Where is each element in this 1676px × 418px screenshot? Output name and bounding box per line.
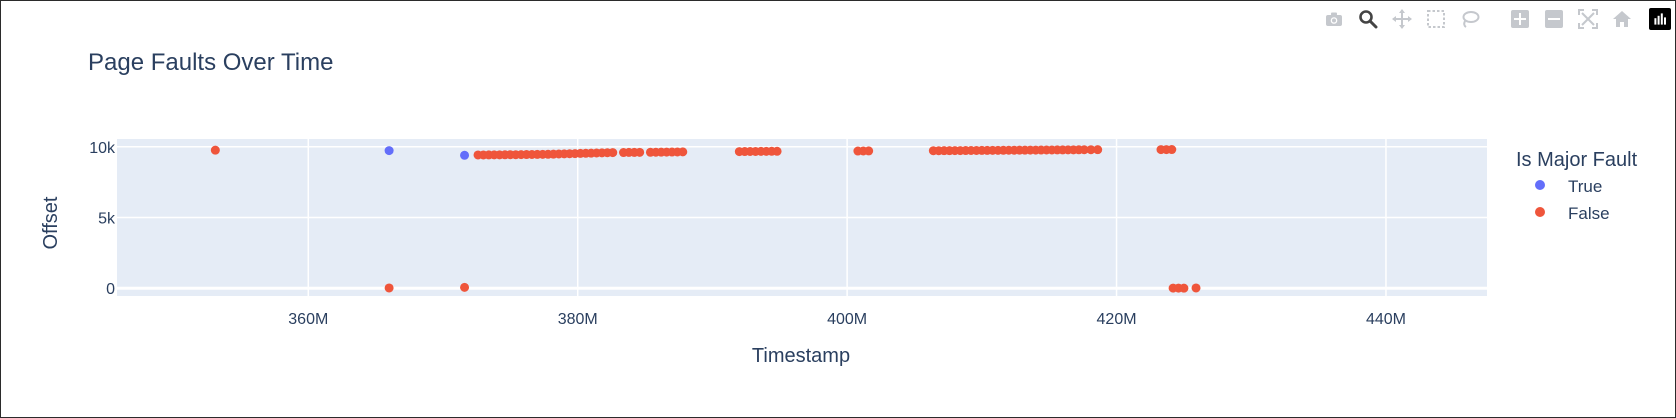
data-point-false[interactable] [460, 282, 470, 292]
legend-marker-false [1535, 207, 1545, 217]
x-tick-label: 440M [1366, 311, 1406, 328]
legend: Is Major Fault True False [1516, 149, 1638, 223]
plotly-logo-icon[interactable] [1649, 8, 1671, 30]
legend-label-true: True [1568, 177, 1602, 196]
legend-marker-true [1535, 180, 1545, 190]
zoom-out-icon[interactable] [1539, 7, 1569, 31]
data-point-false[interactable] [635, 147, 645, 157]
data-point-false[interactable] [1191, 283, 1201, 293]
data-point-false[interactable] [1086, 145, 1096, 155]
y-tick-labels: 0 5k 10k [89, 140, 116, 298]
autoscale-icon[interactable] [1573, 7, 1603, 31]
data-point-false[interactable] [678, 147, 688, 157]
chart-title: Page Faults Over Time [88, 49, 333, 76]
data-points[interactable] [210, 145, 1201, 293]
box-select-icon[interactable] [1421, 7, 1451, 31]
data-point-false[interactable] [608, 148, 618, 158]
grid-layer [117, 139, 1487, 296]
data-point-false[interactable] [1093, 145, 1103, 155]
x-tick-label: 420M [1097, 311, 1137, 328]
legend-title: Is Major Fault [1516, 149, 1638, 171]
zoom-icon[interactable] [1353, 7, 1383, 31]
data-point-false[interactable] [210, 145, 220, 155]
y-axis-title: Offset [40, 196, 62, 249]
x-tick-label: 380M [558, 311, 598, 328]
pan-icon[interactable] [1387, 7, 1417, 31]
y-tick-label: 0 [106, 281, 115, 298]
legend-label-false: False [1568, 204, 1610, 223]
camera-icon[interactable] [1319, 7, 1349, 31]
lasso-select-icon[interactable] [1455, 7, 1485, 31]
data-point-false[interactable] [384, 283, 394, 293]
x-tick-label: 360M [288, 311, 328, 328]
data-point-false[interactable] [864, 146, 874, 156]
reset-axes-icon[interactable] [1607, 7, 1637, 31]
data-point-true[interactable] [460, 150, 470, 160]
legend-item-false[interactable]: False [1535, 204, 1610, 223]
x-tick-label: 400M [827, 311, 867, 328]
zoom-in-icon[interactable] [1505, 7, 1535, 31]
data-point-true[interactable] [384, 146, 394, 156]
data-point-false[interactable] [1167, 145, 1177, 155]
y-tick-label: 10k [89, 140, 116, 157]
data-point-false[interactable] [1079, 145, 1089, 155]
x-tick-labels: 360M 380M 400M 420M 440M [288, 311, 1406, 328]
data-point-false[interactable] [772, 146, 782, 156]
modebar [1319, 7, 1671, 31]
legend-item-true[interactable]: True [1535, 177, 1602, 196]
x-axis-title: Timestamp [752, 345, 850, 367]
data-point-false[interactable] [1179, 283, 1189, 293]
y-tick-label: 5k [98, 211, 116, 228]
